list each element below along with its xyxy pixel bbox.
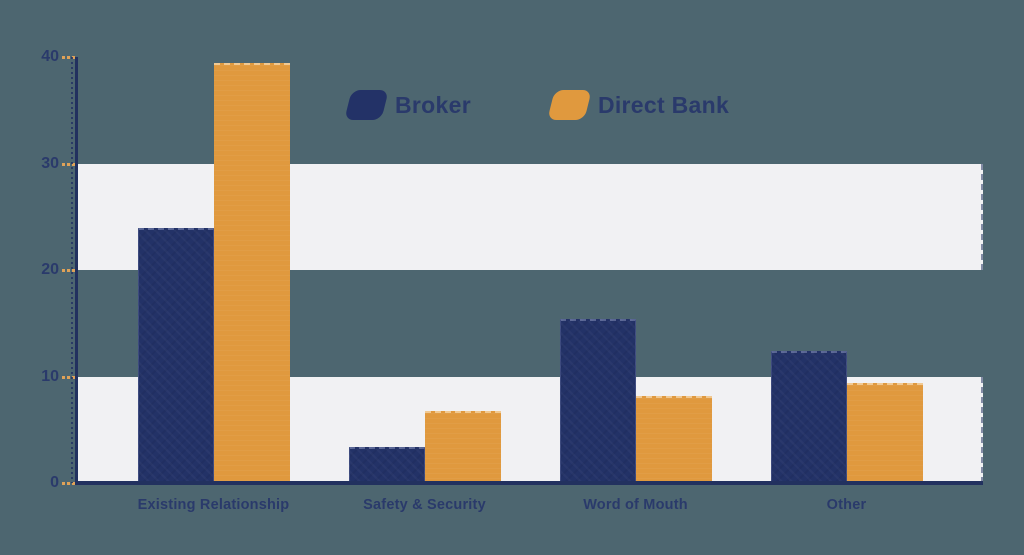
y-tick-label-0: 0 — [50, 474, 59, 491]
bar-direct-bank-other — [846, 382, 923, 483]
y-tick-mark-10 — [62, 375, 75, 379]
y-tick-label-40: 40 — [41, 48, 59, 65]
bar-broker-other — [770, 350, 847, 483]
broker-swatch-icon — [344, 90, 389, 120]
y-tick-mark-0 — [62, 482, 75, 485]
bar-direct-bank-word-of-mouth — [635, 395, 712, 483]
bar-broker-existing-relationship — [137, 228, 214, 483]
y-axis-minor-ticks — [71, 57, 73, 483]
y-tick-mark-20 — [62, 269, 75, 272]
legend: Broker Direct Bank — [344, 90, 730, 120]
bar-broker-safety-security — [348, 446, 425, 483]
y-tick-label-20: 20 — [41, 261, 59, 278]
bar-direct-bank-existing-relationship — [213, 63, 290, 483]
x-category-label-safety-security: Safety & Security — [363, 497, 486, 513]
y-tick-label-30: 30 — [41, 154, 59, 172]
x-category-label-word-of-mouth: Word of Mouth — [583, 497, 688, 513]
legend-item-direct-bank: Direct Bank — [547, 90, 730, 120]
y-axis-line — [75, 57, 78, 485]
bar-broker-word-of-mouth — [559, 319, 636, 483]
y-tick-mark-40 — [62, 56, 75, 59]
x-category-label-other: Other — [826, 497, 867, 513]
y-tick-mark-30 — [62, 162, 75, 166]
plot-area: 0 10 20 30 40 Existing Relationship Safety & … — [41, 48, 983, 513]
legend-label-direct-bank: Direct Bank — [597, 91, 730, 118]
x-category-label-existing-relationship: Existing Relationship — [137, 497, 290, 513]
bar-direct-bank-safety-security — [424, 410, 501, 483]
y-tick-label-10: 10 — [41, 367, 59, 385]
x-axis-line — [77, 481, 983, 485]
legend-label-broker: Broker — [395, 91, 471, 118]
direct-bank-swatch-icon — [547, 90, 592, 120]
legend-item-broker: Broker — [344, 90, 471, 120]
